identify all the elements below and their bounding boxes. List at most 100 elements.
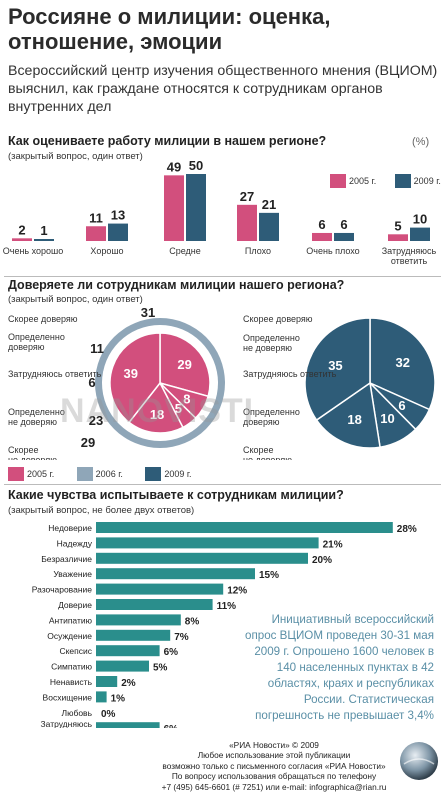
category-label: Затрудняюсь [382,246,437,256]
feeling-label: Недоверие [48,523,92,533]
feeling-value-label: 28% [397,524,417,535]
feeling-bar [96,537,319,549]
legend2-2005-swatch [8,466,24,481]
bar-2009 [108,223,128,241]
slice-value-label: 35 [328,358,342,373]
bar-value-label: 6 [318,217,325,232]
bar-value-label: 5 [394,218,401,233]
category-label: Хорошо [90,246,123,256]
pie-left-category-label: не доверяю [8,417,57,427]
feeling-value-label: 12% [227,586,247,597]
survey-info: Инициативный всероссийский опрос ВЦИОМ п… [245,613,434,722]
slice-value-label: 39 [123,366,137,381]
feeling-label: Восхищение [43,692,93,702]
feeling-value-label: 21% [323,539,343,550]
feeling-label: Разочарование [32,585,93,595]
feeling-label: Симпатию [51,662,93,672]
feeling-value-label: 15% [259,570,279,581]
bar-2005 [86,226,106,241]
section-divider [4,276,441,277]
bar-value-label: 27 [240,189,254,204]
category-label: ответить [391,256,428,266]
section1-unit: (%) [412,136,430,148]
watermark: NANOVISTI [60,392,255,430]
legend2-2006-swatch [76,466,93,481]
pie-right-category-label: Скорее [243,445,274,455]
pie-right-category-label: не доверяю [243,455,292,460]
pie-2009-slice [369,317,436,411]
pie-2006-value-label: 6 [88,375,95,390]
feeling-bar [96,552,308,564]
feeling-bar [96,645,160,657]
legend2-2005-label: 2005 г. [27,468,55,479]
pie-right-category-label: Определенно [243,333,300,343]
rating-bar-chart: 2 1 Очень хорошо 11 13 Хорошо 49 50 Средне 27 21 Пл… [3,160,437,266]
legend2-2009-swatch [145,466,162,481]
section2-question: Доверяете ли сотрудникам милиции нашего … [8,278,345,292]
bar-2005 [164,175,184,241]
slice-value-label: 18 [150,407,164,422]
feeling-label: Безразличие [41,554,92,564]
feeling-label: Ненависть [50,677,93,687]
section1-note: (закрытый вопрос, один ответ) [8,151,143,162]
bar-value-label: 50 [189,160,203,173]
legend2-2006-label: 2006 г. [95,468,123,479]
feeling-label: Антипатию [49,615,93,625]
category-label: Очень хорошо [3,246,64,256]
feeling-bar [96,660,149,672]
feeling-value-label: 2% [121,678,136,689]
section1-legend: 2005 г. 2009 г. [330,172,441,190]
section2-note: (закрытый вопрос, один ответ) [8,294,143,305]
pie-2006-value-label: 29 [81,435,95,450]
legend-2005-swatch [330,173,346,188]
pie-2005-slice [128,381,184,434]
feeling-bar [96,691,107,703]
slice-value-label: 8 [183,392,190,407]
pie-2009-slice [304,317,371,422]
pie-right-category-label: Затрудняюсь ответить [243,369,337,379]
section-divider [4,484,441,485]
slice-value-label: 32 [395,355,409,370]
footer-line: «РИА Новости» © 2009 [229,740,319,750]
feeling-label: Доверие [58,600,92,610]
footer-line: возможно только с письменного согласия «… [162,760,386,771]
pie-2005-slice [159,332,211,398]
bar-value-label: 49 [167,160,181,174]
feeling-label: Затрудняюсь [41,719,93,728]
slice-value-label: 5 [175,401,182,416]
bar-value-label: 11 [89,210,103,225]
feeling-bar [96,599,213,610]
slice-value-label: 29 [177,357,191,372]
bar-value-label: 6 [340,217,347,232]
footer-line: +7 (495) 645-6601 (# 7251) или e-mail: i… [161,781,387,792]
feeling-bar [96,676,118,687]
category-label: Очень плохо [306,246,359,256]
pie-right-category-label: Скорее доверяю [243,314,313,324]
category-label: Средне [169,246,201,256]
pie-right-category-label: Определенно [243,407,300,417]
pie-2006-value-label: 23 [89,413,103,428]
feeling-bar [96,522,393,533]
slice-value-label: 18 [347,412,361,427]
section3-note: (закрытый вопрос, не более двух ответов) [8,505,195,516]
feeling-value-label: 6% [164,647,179,658]
section3-question: Какие чувства испытываете к сотрудникам … [8,488,344,502]
feeling-value-label: 11% [217,601,237,612]
pie-2006-value-label: 31 [141,305,155,320]
pie-left-category-label: Затрудняюсь ответить [8,369,102,379]
pie-left-category-label: доверяю [8,342,45,352]
bar-2009 [186,174,206,241]
slice-value-label: 10 [380,411,394,426]
feeling-label: Скепсис [59,646,92,656]
bar-2005 [237,204,257,241]
feeling-bar [96,568,255,580]
pie-2009-slice [315,381,381,449]
feeling-value-label: 5% [153,663,168,674]
feeling-value-label: 6% [164,724,179,728]
feeling-label: Надежду [57,538,93,548]
bar-value-label: 13 [111,208,125,223]
pie-left-category-label: Определенно [8,407,65,417]
pie-2006-value-label: 11 [90,341,104,356]
legend-2009-swatch [394,173,411,188]
bar-2005 [12,238,32,241]
